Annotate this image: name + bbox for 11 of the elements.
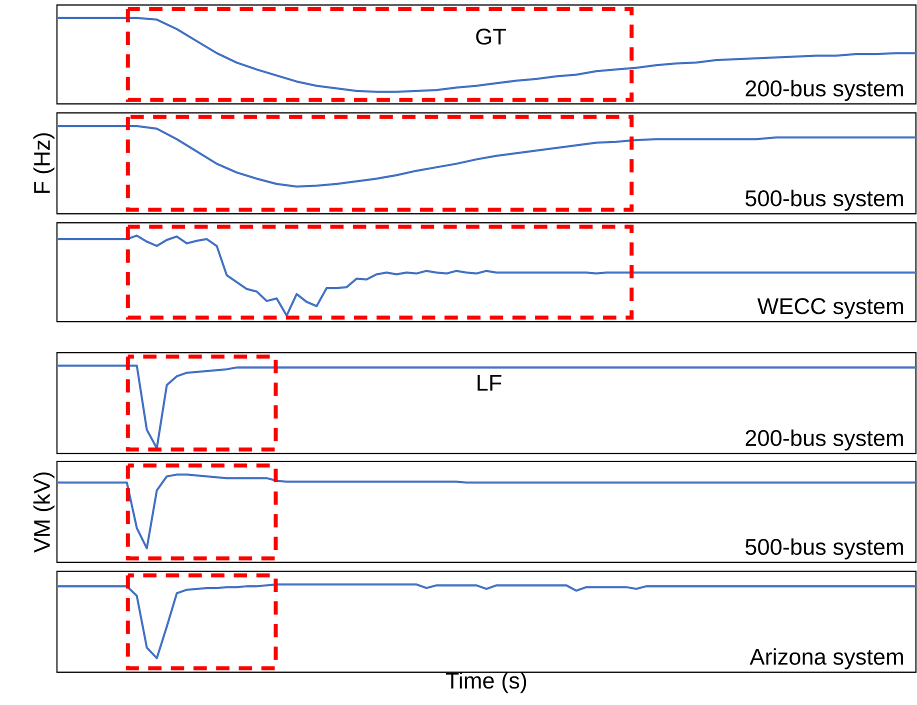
text: 200-bus system [746, 80, 903, 101]
text: 500-bus system [746, 190, 903, 211]
x-axis-title: Time (s) [446, 672, 526, 694]
text: WECC system [757, 298, 903, 319]
y-axis-title: F (Hz) [33, 133, 54, 193]
text: Arizona system [750, 648, 903, 670]
y-axis-title: VM (kV) [33, 472, 54, 553]
annotation: GT [476, 28, 506, 45]
text: 500-bus system [746, 538, 903, 560]
text: 200-bus system [746, 429, 903, 450]
annotation: LF [478, 374, 502, 391]
